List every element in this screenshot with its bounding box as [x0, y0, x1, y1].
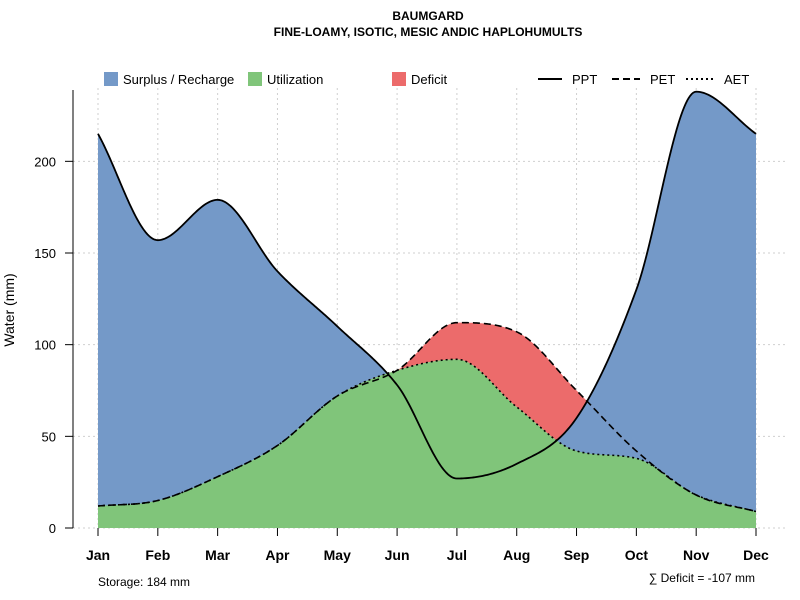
y-axis-ticks: 0 50 100 150 200	[34, 154, 73, 536]
x-axis-ticks: Jan Feb Mar Apr May Jun Jul Aug Sep Oct Nov Dec	[86, 528, 769, 563]
legend-swatch-deficit	[392, 72, 406, 86]
series-line-aet	[97, 358, 757, 513]
legend-label-surplus: Surplus / Recharge	[123, 72, 234, 87]
chart-title: BAUMGARD	[392, 9, 464, 23]
x-tick-label: Nov	[683, 547, 710, 563]
x-tick-label: Apr	[265, 547, 290, 563]
y-axis-label: Water (mm)	[1, 273, 17, 346]
x-tick-label: Mar	[205, 547, 230, 563]
x-tick-label: May	[324, 547, 351, 563]
storage-label: Storage: 184 mm	[98, 575, 190, 589]
y-tick-label: 50	[42, 429, 56, 444]
x-tick-label: Feb	[145, 547, 170, 563]
y-tick-label: 0	[49, 521, 56, 536]
x-tick-label: Oct	[625, 547, 649, 563]
x-tick-label: Jul	[447, 547, 467, 563]
x-tick-label: Sep	[564, 547, 590, 563]
legend-swatch-surplus	[104, 72, 118, 86]
legend: Surplus / Recharge Utilization Deficit P…	[104, 72, 749, 87]
y-tick-label: 200	[34, 154, 56, 169]
area-layers	[98, 91, 756, 528]
y-tick-label: 150	[34, 246, 56, 261]
legend-label-deficit: Deficit	[411, 72, 448, 87]
chart-subtitle: FINE-LOAMY, ISOTIC, MESIC ANDIC HAPLOHUM…	[274, 25, 583, 39]
legend-label-pet: PET	[650, 72, 675, 87]
deficit-sum-label: ∑ Deficit = -107 mm	[649, 571, 755, 585]
legend-label-utilization: Utilization	[267, 72, 323, 87]
area-deficit	[98, 322, 756, 512]
legend-label-aet: AET	[724, 72, 749, 87]
legend-swatch-utilization	[248, 72, 262, 86]
x-tick-label: Aug	[503, 547, 530, 563]
y-tick-label: 100	[34, 338, 56, 353]
legend-label-ppt: PPT	[572, 72, 597, 87]
series-lines	[97, 90, 757, 513]
x-tick-label: Jan	[86, 547, 110, 563]
x-tick-label: Dec	[743, 547, 769, 563]
area-utilization	[98, 359, 756, 528]
series-line-pet	[97, 321, 757, 513]
series-line-ppt	[97, 90, 757, 480]
x-tick-label: Jun	[385, 547, 410, 563]
